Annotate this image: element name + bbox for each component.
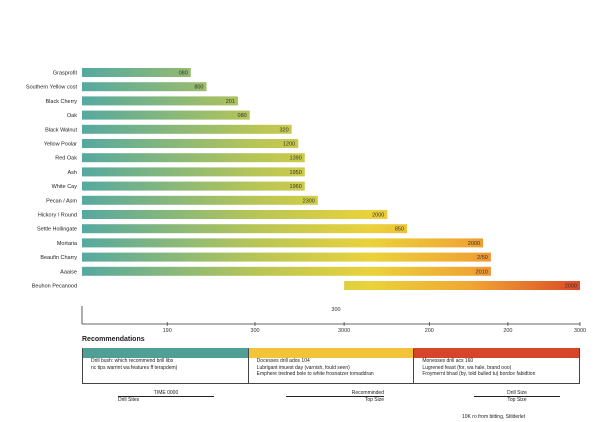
footer-line: Drill Sites: [118, 396, 214, 403]
bar-value-label: 2300: [303, 198, 315, 204]
recommendation-line: nc tips warrint wa features ff terapdem): [91, 364, 178, 371]
footer-line: TIME 0000: [153, 390, 179, 396]
bar-value-label: 2010: [476, 269, 488, 275]
category-label: Pecan / Asm: [46, 198, 77, 204]
bar-value-label: 2000: [565, 284, 577, 290]
bar: [82, 252, 491, 262]
bar-value-label: 2/50: [477, 255, 488, 261]
bar: [82, 124, 292, 134]
category-label: White Cay: [52, 184, 78, 190]
category-label: Black Walnut: [45, 127, 77, 133]
recommendation-header-red: [414, 349, 580, 358]
bar-value-label: 080: [179, 71, 188, 77]
x-tick-label: 200: [425, 328, 434, 334]
recommendations-title: Recommendations: [82, 336, 145, 343]
bar: [82, 210, 388, 219]
recommendation-line: Emphere tredned bole to white frosnatzer…: [256, 371, 374, 377]
bar-value-label: 1960: [290, 184, 302, 190]
footer-line: Top Size: [474, 396, 560, 403]
recommendation-column-2: Docesses drill ados 104 Lubrigant imuest…: [248, 348, 415, 384]
bar: [82, 68, 191, 77]
bar-chart: Grasprofit 080 Southern Yellow cost 800 Blac…: [26, 68, 586, 334]
footer-line: Drill Size: [507, 390, 527, 396]
ticks-layer: 190 300 3000 200 200 3000: [163, 322, 586, 334]
footer-line: Recomminded: [351, 390, 384, 396]
x-tick-label: 200: [503, 328, 512, 334]
category-label: Beuhon Pecanood: [32, 284, 77, 290]
category-label: Beaufin Charry: [40, 255, 77, 261]
recommendation-line: Lugrened feast (for, wa hale, brand ooo): [422, 364, 512, 371]
bar-value-label: 320: [279, 127, 288, 133]
recommendation-header-yellow: [248, 349, 414, 358]
footer-line: Top Size: [286, 396, 384, 403]
bar: [82, 82, 207, 92]
bar: [82, 153, 305, 163]
recommendation-line: Froymernt bhad (by, told bulled tu) bord…: [422, 371, 536, 377]
bar: [344, 281, 580, 290]
x-tick-label: 300: [250, 328, 259, 334]
bar-value-label: 1200: [283, 142, 295, 148]
x-tick-label: 3000: [574, 328, 586, 334]
bar-value-label: 800: [194, 85, 203, 91]
x-tick-label: 190: [163, 328, 172, 334]
bar: [82, 266, 491, 276]
category-label: Aaaise: [60, 269, 77, 275]
x-axis-top-tick-label: 300: [331, 307, 340, 313]
bars-layer: Grasprofit 080 Southern Yellow cost 800 Blac…: [26, 68, 580, 290]
recommendation-line: Drill bush: which recommend brill libs: [91, 358, 174, 364]
x-tick-label: 3000: [338, 328, 350, 334]
bar-value-label: 1390: [290, 156, 302, 162]
bar: [82, 195, 318, 205]
bar: [82, 238, 484, 248]
category-label: Southern Yellow cost: [26, 85, 78, 91]
bar: [82, 96, 238, 106]
bar-value-label: 080: [238, 113, 247, 119]
bar-value-label: 2000: [372, 213, 384, 219]
bar-value-label: 201: [226, 99, 235, 105]
category-label: Oak: [67, 113, 77, 119]
bar: [82, 181, 305, 191]
recommendation-line: Monesses drill acs 160: [422, 358, 474, 364]
category-label: Black Cherry: [46, 99, 78, 105]
bar: [82, 139, 299, 148]
category-label: Hickory / Round: [38, 213, 77, 219]
footer-label-drill-sites: TIME 0000 Drill Sites: [118, 390, 214, 403]
bar: [82, 167, 305, 177]
bar-value-label: 850: [395, 227, 404, 233]
category-label: Yellow Poolar: [44, 142, 77, 148]
footer-note: 10K ro from bitting, Stilderlet: [462, 414, 526, 420]
recommendation-line: Lubrigant imuest day (varnish, fould see…: [256, 364, 350, 371]
footer-label-drill-size: Drill Size Top Size: [474, 390, 560, 403]
category-label: Mortaria: [57, 241, 78, 247]
category-label: Grasprofit: [53, 71, 78, 77]
recommendation-line: Docesses drill ados 104: [256, 358, 310, 364]
recommendation-column-1: Drill bush: which recommend brill libs n…: [82, 348, 249, 384]
recommendation-header-teal: [83, 349, 248, 358]
bar: [82, 224, 408, 234]
recommendations-table: Drill bush: which recommend brill libs n…: [82, 348, 581, 384]
bar: [82, 110, 250, 120]
bar-value-label: 2000: [468, 241, 480, 247]
recommendation-column-3: Monesses drill acs 160 Lugrened feast (f…: [414, 348, 581, 384]
bar-value-label: 1950: [290, 170, 302, 176]
category-label: Ash: [68, 170, 77, 176]
footer-label-recommended-top-size: Recomminded Top Size: [286, 390, 384, 403]
category-label: Red Oak: [55, 156, 77, 162]
category-label: Settle Hollingate: [37, 227, 77, 233]
